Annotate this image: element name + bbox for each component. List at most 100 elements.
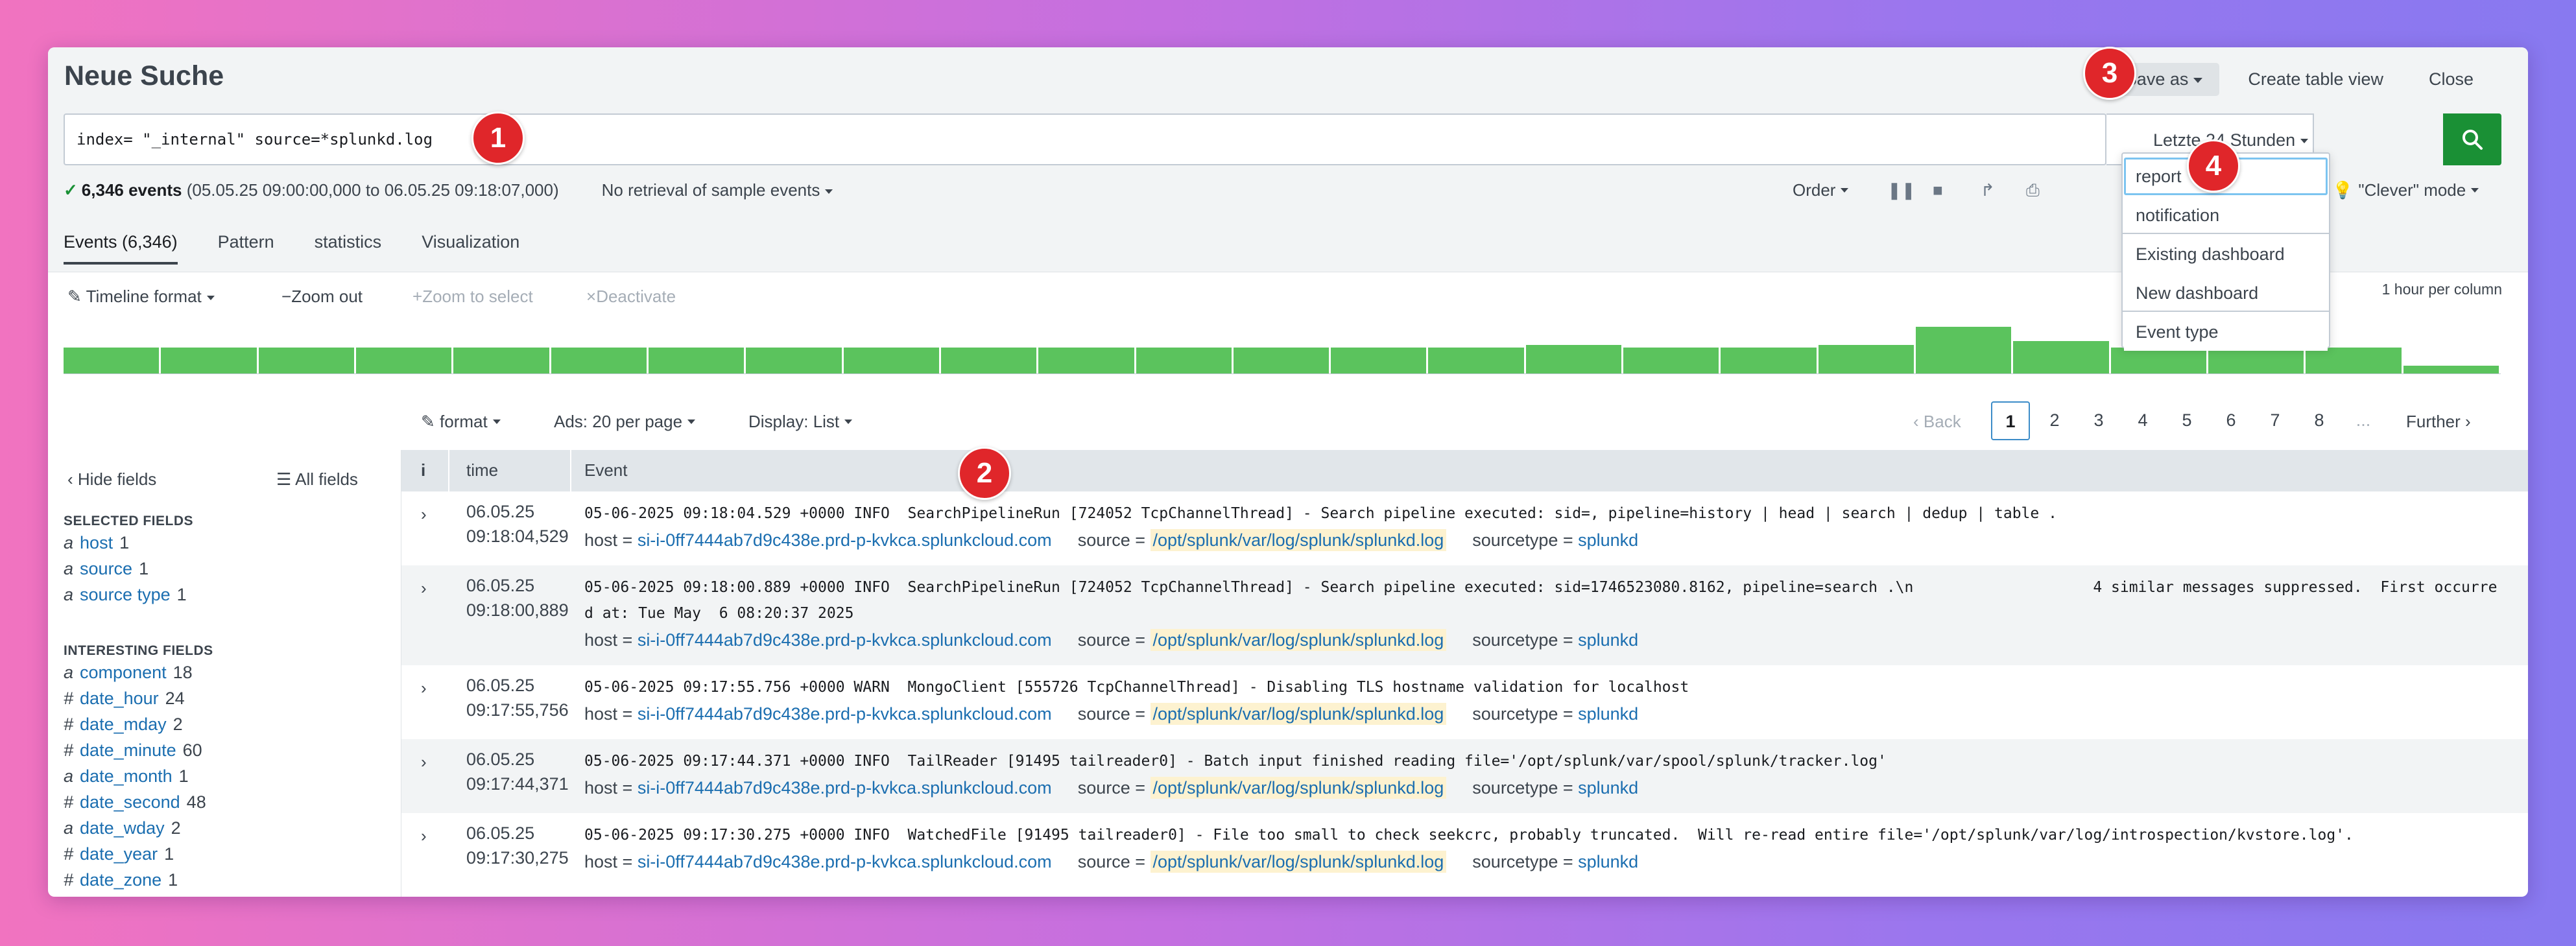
page-4[interactable]: 4	[2138, 410, 2148, 430]
sourcetype-value[interactable]: splunkd	[1578, 530, 1639, 550]
host-value[interactable]: si-i-0ff7444ab7d9c438e.prd-p-kvkca.splun…	[637, 778, 1052, 798]
menu-item-existing-dashboard[interactable]: Existing dashboard	[2124, 235, 2328, 273]
histogram-bar[interactable]	[1331, 348, 1427, 373]
expand-chevron-icon[interactable]: ›	[421, 578, 427, 598]
table-row[interactable]: › 06.05.25 09:17:30,275 05-06-2025 09:17:30…	[401, 813, 2528, 887]
source-value[interactable]: /opt/splunk/var/log/splunk/splunkd.log	[1150, 703, 1447, 725]
menu-item-event-type[interactable]: Event type	[2124, 313, 2328, 351]
stop-icon[interactable]: ■	[1933, 180, 1943, 200]
share-icon[interactable]: ↱	[1981, 180, 1995, 200]
field-item[interactable]: # date_year 1	[64, 844, 174, 864]
page-1[interactable]: 1	[1991, 401, 2030, 440]
histogram-bar[interactable]	[355, 348, 452, 373]
close-button[interactable]: Close	[2428, 69, 2474, 89]
histogram-bar[interactable]	[2013, 341, 2109, 373]
histogram-bar[interactable]	[1233, 348, 1330, 373]
field-item[interactable]: a source type 1	[64, 585, 187, 605]
table-row[interactable]: › 06.05.25 09:18:00,889 05-06-2025 09:18:00…	[401, 565, 2528, 665]
expand-chevron-icon[interactable]: ›	[421, 504, 427, 524]
display-dropdown[interactable]: Display: List	[748, 412, 853, 432]
create-table-view-button[interactable]: Create table view	[2248, 69, 2383, 89]
expand-chevron-icon[interactable]: ›	[421, 826, 427, 845]
page-2[interactable]: 2	[2049, 410, 2060, 430]
further-button[interactable]: Further ›	[2406, 412, 2471, 432]
sourcetype-value[interactable]: splunkd	[1578, 630, 1639, 650]
source-value[interactable]: /opt/splunk/var/log/splunk/splunkd.log	[1150, 851, 1447, 873]
histogram-bar[interactable]	[2110, 348, 2207, 373]
search-input[interactable]: index= "_internal" source=*splunkd.log	[64, 113, 2106, 165]
histogram-bar[interactable]	[746, 348, 842, 373]
table-row[interactable]: › 06.05.25 09:18:04,529 05-06-2025 09:18:04…	[401, 491, 2528, 565]
histogram-bar[interactable]	[1136, 348, 1232, 373]
histogram-bar[interactable]	[2403, 366, 2499, 373]
field-item[interactable]: # date_minute 60	[64, 740, 202, 761]
table-row[interactable]: › 06.05.25 09:17:44,371 05-06-2025 09:17:44…	[401, 739, 2528, 813]
host-value[interactable]: si-i-0ff7444ab7d9c438e.prd-p-kvkca.splun…	[637, 630, 1052, 650]
expand-chevron-icon[interactable]: ›	[421, 752, 427, 772]
histogram-bar[interactable]	[551, 348, 647, 373]
field-item[interactable]: a host 1	[64, 533, 129, 553]
page-5[interactable]: 5	[2182, 410, 2192, 430]
histogram-bar[interactable]	[161, 348, 257, 373]
source-value[interactable]: /opt/splunk/var/log/splunk/splunkd.log	[1150, 529, 1447, 551]
histogram-bar[interactable]	[258, 348, 354, 373]
field-item[interactable]: # date_zone 1	[64, 870, 178, 890]
histogram-bar[interactable]	[1428, 348, 1524, 373]
timeline-histogram[interactable]	[64, 322, 2501, 374]
field-item[interactable]: a date_month 1	[64, 766, 189, 786]
pause-icon[interactable]: ❚❚	[1887, 180, 1916, 200]
sourcetype-value[interactable]: splunkd	[1578, 852, 1639, 871]
field-item[interactable]: a source 1	[64, 559, 149, 579]
back-button[interactable]: ‹ Back	[1913, 412, 1961, 432]
format-dropdown[interactable]: ✎ format	[421, 412, 501, 432]
tab-events[interactable]: Events (6,346)	[64, 232, 178, 265]
page-8[interactable]: 8	[2314, 410, 2324, 430]
sampling-dropdown[interactable]: No retrieval of sample events	[602, 180, 833, 200]
host-value[interactable]: si-i-0ff7444ab7d9c438e.prd-p-kvkca.splun…	[637, 852, 1052, 871]
histogram-bar[interactable]	[1721, 348, 1817, 373]
deactivate-button[interactable]: ×Deactivate	[586, 287, 676, 307]
histogram-bar[interactable]	[1916, 327, 2012, 373]
zoom-to-select-button[interactable]: +Zoom to select	[412, 287, 533, 307]
timeline-format-dropdown[interactable]: ✎ Timeline format	[67, 287, 215, 307]
histogram-bar[interactable]	[1623, 348, 1719, 373]
histogram-bar[interactable]	[64, 348, 160, 373]
time-column-header[interactable]: time	[466, 460, 499, 480]
zoom-out-button[interactable]: −Zoom out	[281, 287, 363, 307]
histogram-bar[interactable]	[648, 348, 745, 373]
histogram-bar[interactable]	[453, 348, 549, 373]
table-row[interactable]: › 06.05.25 09:17:55,756 05-06-2025 09:17:55…	[401, 665, 2528, 739]
page-7[interactable]: 7	[2270, 410, 2280, 430]
field-item[interactable]: a component 18	[64, 663, 193, 683]
histogram-bar[interactable]	[2306, 348, 2402, 373]
expand-chevron-icon[interactable]: ›	[421, 678, 427, 698]
host-value[interactable]: si-i-0ff7444ab7d9c438e.prd-p-kvkca.splun…	[637, 530, 1052, 550]
tab-pattern[interactable]: Pattern	[217, 232, 274, 252]
sourcetype-value[interactable]: splunkd	[1578, 778, 1639, 798]
field-item[interactable]: # date_mday 2	[64, 715, 183, 735]
source-value[interactable]: /opt/splunk/var/log/splunk/splunkd.log	[1150, 629, 1447, 651]
order-dropdown[interactable]: Order	[1793, 180, 1849, 200]
histogram-bar[interactable]	[843, 348, 939, 373]
histogram-bar[interactable]	[940, 348, 1037, 373]
sourcetype-value[interactable]: splunkd	[1578, 704, 1639, 724]
histogram-bar[interactable]	[1038, 348, 1134, 373]
menu-item-new-dashboard[interactable]: New dashboard	[2124, 274, 2328, 312]
source-value[interactable]: /opt/splunk/var/log/splunk/splunkd.log	[1150, 777, 1447, 799]
host-value[interactable]: si-i-0ff7444ab7d9c438e.prd-p-kvkca.splun…	[637, 704, 1052, 724]
search-button[interactable]	[2443, 113, 2501, 165]
search-mode-dropdown[interactable]: 💡 "Clever" mode	[2332, 180, 2479, 200]
all-fields-button[interactable]: ☰ All fields	[276, 469, 358, 490]
page-6[interactable]: 6	[2226, 410, 2236, 430]
tab-statistics[interactable]: statistics	[314, 232, 382, 252]
tab-visualization[interactable]: Visualization	[422, 232, 520, 252]
print-icon[interactable]: ⎙	[2026, 180, 2040, 200]
histogram-bar[interactable]	[1818, 345, 1914, 373]
field-item[interactable]: a date_wday 2	[64, 818, 181, 838]
field-item[interactable]: # date_hour 24	[64, 689, 185, 709]
page-3[interactable]: 3	[2093, 410, 2104, 430]
field-item[interactable]: # date_second 48	[64, 792, 206, 812]
histogram-bar[interactable]	[1525, 345, 1622, 373]
menu-item-notification[interactable]: notification	[2124, 196, 2328, 234]
per-page-dropdown[interactable]: Ads: 20 per page	[554, 412, 696, 432]
